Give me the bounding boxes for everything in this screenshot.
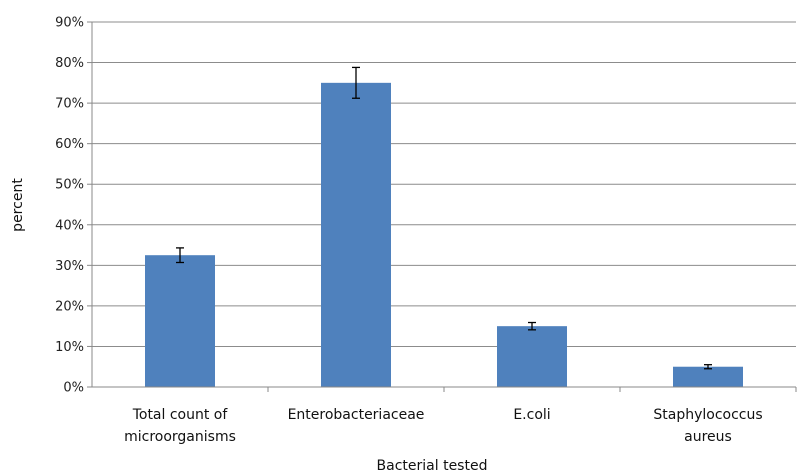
x-axis-title: Bacterial tested	[377, 458, 488, 474]
x-category-label: Total count of	[132, 407, 229, 423]
y-tick-label: 20%	[55, 299, 84, 314]
y-tick-labels: 0% 10% 20% 30% 40% 50% 60% 70% 80% 90%	[55, 16, 84, 396]
x-category-label: Staphylococcus	[653, 407, 762, 423]
y-tick-label: 0%	[63, 381, 84, 396]
y-tick-label: 40%	[55, 218, 84, 233]
x-category-label: Enterobacteriaceae	[288, 407, 425, 423]
bar	[497, 326, 567, 387]
bar	[673, 366, 743, 387]
x-category-label: E.coli	[513, 407, 550, 423]
axes	[87, 21, 797, 392]
error-bars	[176, 66, 712, 370]
y-tick-label: 50%	[55, 178, 84, 193]
y-tick-label: 60%	[55, 137, 84, 152]
bar	[321, 82, 391, 387]
bars	[145, 82, 743, 387]
y-tick-label: 30%	[55, 259, 84, 274]
y-tick-label: 10%	[55, 340, 84, 355]
bar	[145, 255, 215, 387]
x-category-label: aureus	[684, 429, 732, 445]
x-category-label: microorganisms	[124, 429, 236, 445]
y-axis-title: percent	[10, 178, 26, 232]
x-category-labels: Total count of microorganisms Enterobacter…	[124, 407, 763, 445]
y-tick-label: 70%	[55, 97, 84, 112]
y-tick-label: 90%	[55, 16, 84, 31]
y-tick-label: 80%	[55, 56, 84, 71]
